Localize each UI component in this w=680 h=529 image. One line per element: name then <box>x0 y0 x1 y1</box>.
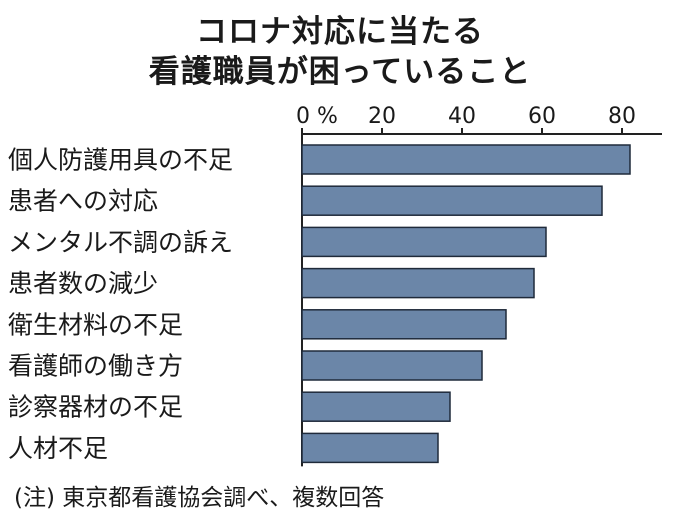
category-label: 患者への対応 <box>8 187 158 216</box>
source-note: (注) 東京都看護協会調べ、複数回答 <box>14 485 385 511</box>
bar <box>301 309 507 340</box>
x-tick-label: 0 % <box>296 104 338 129</box>
category-label: 患者数の減少 <box>8 269 158 298</box>
chart-title-line-2: 看護職員が困っていること <box>148 54 532 90</box>
bar <box>301 226 547 258</box>
category-label: 看護師の働き方 <box>8 352 183 381</box>
x-tick-label: 20 <box>368 104 396 129</box>
bar <box>301 350 483 381</box>
bar <box>301 391 451 422</box>
category-label: 診察器材の不足 <box>8 393 183 422</box>
x-tick-label: 60 <box>528 104 556 129</box>
x-tick-label: 40 <box>448 104 476 129</box>
bar <box>301 185 603 216</box>
category-label: 衛生材料の不足 <box>8 310 183 339</box>
bar <box>301 144 631 175</box>
bar <box>301 432 439 464</box>
bar <box>301 267 535 299</box>
category-label: 人材不足 <box>8 434 108 463</box>
category-label: メンタル不調の訴え <box>8 228 233 257</box>
x-tick-label: 80 <box>608 104 636 129</box>
category-label: 個人防護用具の不足 <box>8 146 233 175</box>
chart-title-line-1: コロナ対応に当たる <box>196 14 484 50</box>
